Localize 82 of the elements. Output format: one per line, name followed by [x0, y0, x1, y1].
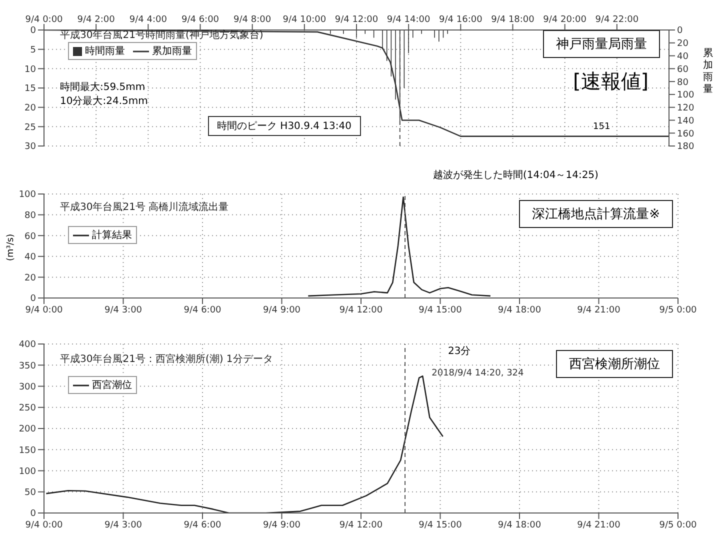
x-tick-label: 9/4 4:00 [129, 15, 168, 25]
legend-label: 累加雨量 [152, 44, 192, 58]
y-tick-label: 150 [18, 446, 36, 456]
y-tick-label: 30 [24, 142, 36, 152]
x-tick-label: 9/4 0:00 [25, 15, 64, 25]
y2-axis-title: 累加雨量 [702, 48, 714, 96]
x-tick-label: 9/4 15:00 [418, 305, 462, 316]
y2-tick-label: 20 [677, 39, 689, 50]
y-tick-label: 40 [24, 252, 36, 263]
text: 神戸雨量局雨量 [543, 30, 660, 58]
y2-tick-label: 100 [677, 90, 694, 101]
y-tick-label: 25 [24, 122, 36, 133]
text: 西宮検潮所潮位 [556, 350, 673, 378]
x-tick-label: 9/4 21:00 [577, 305, 621, 316]
legend-label: 時間雨量 [85, 44, 125, 58]
x-tick-label: 9/4 14:00 [386, 15, 430, 25]
y-tick-label: 400 [18, 340, 36, 350]
x-tick-label: 9/4 0:00 [25, 305, 64, 316]
x-tick-label: 9/4 18:00 [498, 305, 542, 316]
x-tick-label: 9/4 22:00 [595, 15, 639, 25]
x-tick-label: 9/4 18:00 [498, 520, 542, 530]
y-tick-label: 80 [24, 210, 36, 221]
y2-tick-label: 60 [677, 64, 689, 75]
x-tick-label: 9/4 8:00 [234, 15, 272, 25]
annotation: [速報値] [573, 68, 649, 95]
x-tick-label: 9/4 21:00 [577, 520, 621, 530]
y-tick-label: 100 [18, 466, 36, 477]
x-tick-label: 9/4 3:00 [104, 520, 142, 530]
text: 深江橋地点計算流量※ [519, 200, 673, 228]
y2-tick-label: 80 [677, 78, 689, 88]
y-tick-label: 0 [30, 509, 36, 520]
y-tick-label: 350 [18, 361, 36, 372]
annotation: 時間のピーク H30.9.4 13:40 [208, 116, 361, 136]
x-tick-label: 9/4 15:00 [418, 520, 462, 530]
x-tick-label: 9/4 12:00 [339, 520, 383, 530]
x-tick-label: 9/4 20:00 [543, 15, 587, 25]
y2-tick-label: 140 [677, 116, 694, 126]
x-tick-label: 9/4 9:00 [262, 305, 301, 316]
y-tick-label: 100 [18, 190, 36, 200]
y-tick-label: 5 [30, 46, 36, 56]
x-tick-label: 9/4 12:00 [334, 15, 378, 25]
y-tick-label: 250 [18, 404, 36, 414]
annotation: 2018/9/4 14:20, 324 [432, 368, 524, 378]
annotation: 10分最大:24.5mm [60, 94, 148, 108]
legend-label: 西宮潮位 [92, 378, 132, 392]
annotation: 23分 [448, 345, 471, 358]
y2-tick-label: 160 [677, 129, 694, 140]
text: 越波が発生した時間(14:04～14:25) [433, 168, 598, 182]
legend-label: 計算結果 [92, 228, 132, 242]
x-tick-label: 9/4 2:00 [77, 15, 116, 25]
x-tick-label: 9/4 16:00 [439, 15, 483, 25]
y2-tick-label: 0 [677, 26, 683, 36]
y-tick-label: 60 [24, 232, 36, 242]
x-tick-label: 9/4 6:00 [184, 305, 222, 316]
y2-tick-label: 40 [677, 52, 689, 62]
chart-subtitle: 平成30年台風21号時間雨量(神戸地方気象台) [60, 28, 264, 42]
y-tick-label: 300 [18, 382, 36, 392]
y2-tick-label: 180 [677, 142, 694, 152]
y-tick-label: 0 [30, 26, 36, 36]
annotation: 時間最大:59.5mm [60, 80, 146, 94]
annotation: 151 [593, 122, 610, 132]
y-tick-label: 20 [24, 104, 36, 114]
y2-tick-label: 120 [677, 104, 694, 114]
y-tick-label: 0 [30, 294, 36, 304]
x-tick-label: 9/4 6:00 [181, 15, 220, 25]
x-tick-label: 9/4 18:00 [491, 15, 535, 25]
y-axis-title: (m³/s) [6, 234, 16, 261]
x-tick-label: 9/5 0:00 [659, 520, 698, 530]
y-tick-label: 10 [24, 64, 36, 75]
x-tick-label: 9/4 6:00 [184, 520, 222, 530]
y-tick-label: 200 [18, 424, 36, 435]
x-tick-label: 9/4 12:00 [339, 305, 383, 316]
text: 平成30年台風21号：西宮検潮所(潮) 1分データ [60, 352, 273, 366]
y-tick-label: 15 [24, 84, 36, 94]
x-tick-label: 9/4 3:00 [104, 305, 142, 316]
x-tick-label: 9/4 9:00 [262, 520, 301, 530]
x-tick-label: 9/4 10:00 [282, 15, 326, 25]
y-tick-label: 20 [24, 273, 36, 284]
x-tick-label: 9/5 0:00 [659, 305, 698, 316]
text: 平成30年台風21号 高橋川流域流出量 [60, 200, 229, 214]
x-tick-label: 9/4 0:00 [25, 520, 64, 530]
y-tick-label: 50 [24, 488, 36, 498]
